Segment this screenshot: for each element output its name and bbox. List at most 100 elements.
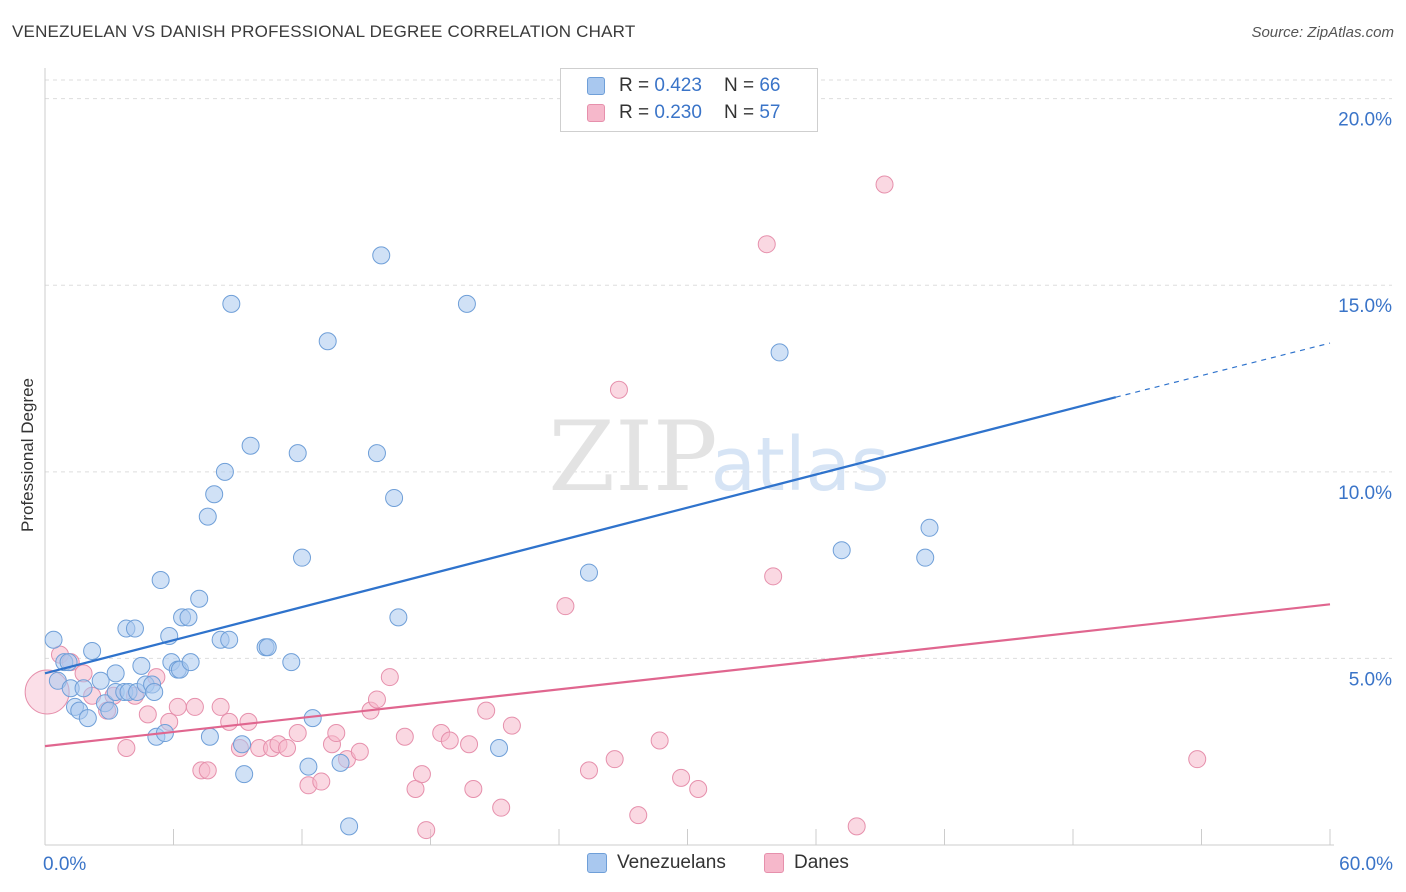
n-label: N = — [723, 102, 755, 123]
danes-point — [492, 798, 511, 817]
venezuelans-point — [74, 679, 93, 698]
series-legend: Venezuelans Danes — [0, 850, 1406, 880]
y-tick-label: 15.0% — [1338, 296, 1392, 317]
x-tick-label: 0.0% — [43, 854, 86, 875]
venezuelans-legend-swatch — [587, 853, 607, 873]
venezuelans-point — [258, 638, 277, 657]
venezuelans-point — [233, 735, 252, 754]
danes-point — [650, 731, 669, 750]
venezuelans-point — [920, 518, 939, 537]
legend-item-danes[interactable]: Danes — [764, 852, 849, 874]
venezuelans-point — [770, 343, 789, 362]
venezuelans-point — [372, 246, 391, 265]
venezuelans-legend-label: Venezuelans — [617, 852, 726, 873]
y-tick-label: 20.0% — [1338, 110, 1392, 131]
venezuelans-point — [282, 653, 301, 672]
danes-point — [609, 380, 628, 399]
venezuelans-point — [78, 709, 97, 728]
y-tick-label: 10.0% — [1338, 483, 1392, 504]
danes-point — [327, 724, 346, 743]
danes-point — [198, 761, 217, 780]
venezuelans-point — [125, 619, 144, 638]
venezuelans-point — [151, 571, 170, 590]
venezuelans-point — [916, 548, 935, 567]
x-tick-label: 60.0% — [1339, 854, 1393, 875]
danes-point — [477, 701, 496, 720]
danes-point — [1188, 750, 1207, 769]
venezuelans-point — [220, 630, 239, 649]
trend-lines — [44, 342, 1331, 748]
danes-legend-label: Danes — [794, 852, 849, 873]
venezuelans-point — [299, 757, 318, 776]
danes-point — [417, 821, 436, 840]
danes-point — [395, 727, 414, 746]
venezuelans-point — [91, 671, 110, 690]
venezuelans-point — [235, 765, 254, 784]
venezuelans-point — [457, 294, 476, 313]
danes-point — [629, 806, 648, 825]
correlation-legend: R = 0.423 N = 66 R = 0.230 N = 57 — [560, 68, 818, 132]
venezuelans-point — [340, 817, 359, 836]
venezuelans-point — [198, 507, 217, 526]
danes-point — [412, 765, 431, 784]
venezuelans-point — [318, 332, 337, 351]
r-label: R = — [619, 102, 650, 123]
legend-row-danes: R = 0.230 N = 57 — [587, 100, 780, 126]
venezuelans-point — [389, 608, 408, 627]
danes-point — [117, 738, 136, 757]
danes-point — [367, 690, 386, 709]
venezuelans-trend-extension — [1115, 342, 1331, 398]
danes-legend-swatch — [764, 853, 784, 873]
danes-point — [288, 724, 307, 743]
danes-swatch — [587, 104, 605, 122]
danes-point — [380, 668, 399, 687]
venezuelans-point — [132, 656, 151, 675]
venezuelans-point — [181, 653, 200, 672]
danes-n-value: 57 — [759, 102, 781, 123]
venezuelans-point — [83, 641, 102, 660]
danes-point — [406, 780, 425, 799]
danes-points — [24, 175, 1207, 840]
watermark-zip: ZIP — [548, 401, 717, 513]
venezuelans-n-value: 66 — [759, 75, 781, 96]
danes-r-value: 0.230 — [654, 102, 702, 123]
danes-point — [168, 697, 187, 716]
watermark: ZIP atlas — [548, 401, 889, 513]
venezuelans-trend-line — [44, 396, 1117, 675]
danes-point — [239, 712, 258, 731]
danes-point — [464, 780, 483, 799]
venezuelans-point — [288, 444, 307, 463]
venezuelans-point — [832, 541, 851, 560]
danes-point — [220, 712, 239, 731]
venezuelans-point — [367, 444, 386, 463]
danes-point — [757, 235, 776, 254]
danes-point — [211, 697, 230, 716]
n-label: N = — [723, 75, 755, 96]
venezuelans-point — [222, 294, 241, 313]
danes-point — [689, 780, 708, 799]
venezuelans-point — [145, 683, 164, 701]
venezuelans-point — [190, 589, 209, 608]
venezuelans-point — [331, 753, 350, 772]
legend-item-venezuelans[interactable]: Venezuelans — [587, 852, 726, 874]
y-tick-label: 5.0% — [1349, 669, 1392, 690]
danes-point — [138, 705, 157, 724]
danes-point — [875, 175, 894, 194]
venezuelans-point — [293, 548, 311, 567]
venezuelans-point — [215, 462, 234, 481]
danes-point — [278, 738, 297, 757]
gridlines — [45, 79, 1392, 659]
venezuelans-point — [106, 664, 125, 683]
source-label: Source: ZipAtlas.com — [1251, 24, 1394, 41]
chart-title: VENEZUELAN VS DANISH PROFESSIONAL DEGREE… — [12, 22, 636, 41]
danes-point — [764, 567, 783, 586]
danes-point — [502, 716, 521, 735]
venezuelans-swatch — [587, 77, 605, 95]
danes-trend-line — [44, 603, 1331, 748]
venezuelans-point — [44, 630, 63, 649]
venezuelans-point — [200, 727, 219, 746]
venezuelans-point — [100, 701, 119, 720]
venezuelans-point — [490, 738, 509, 757]
danes-point — [605, 750, 624, 769]
